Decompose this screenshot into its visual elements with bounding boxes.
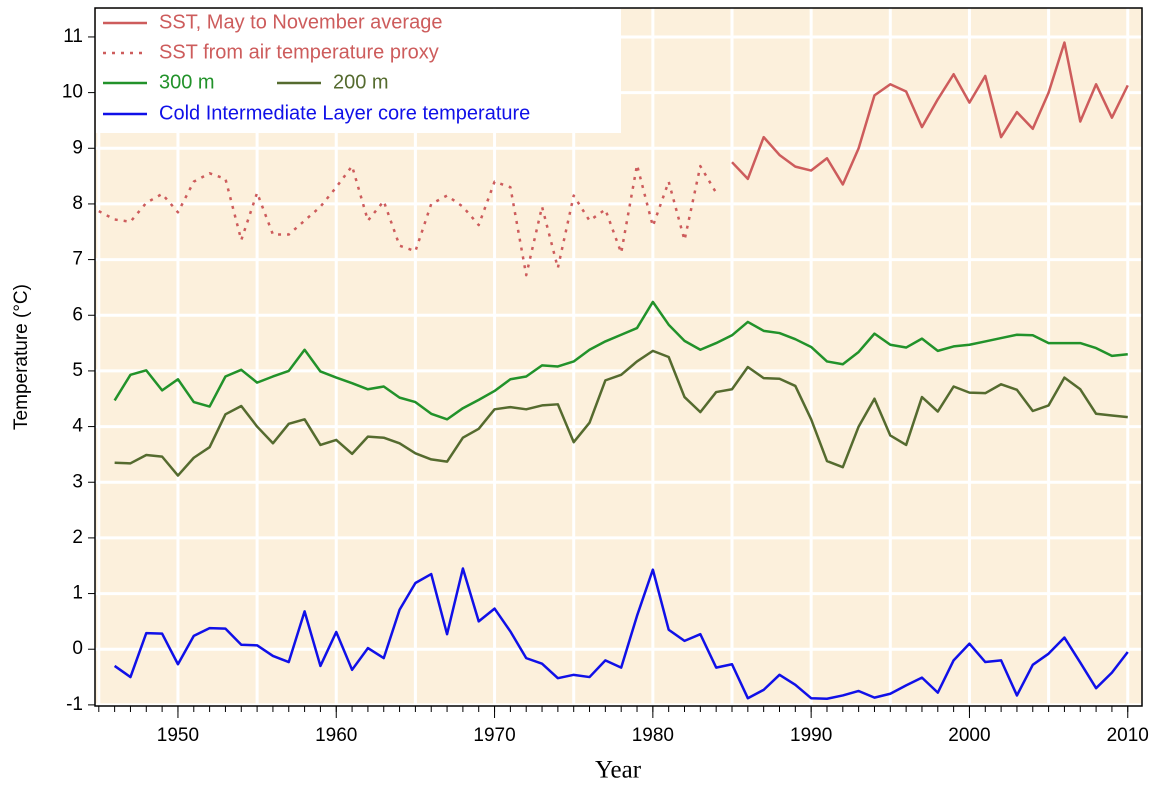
y-tick-label: 9	[72, 137, 83, 158]
y-tick-label: -1	[66, 694, 83, 715]
y-axis-label: Temperature (°C)	[11, 284, 32, 430]
x-tick-label: 1990	[790, 725, 832, 746]
y-tick-label: 1	[72, 583, 83, 604]
y-tick-label: 3	[72, 471, 83, 492]
legend-box	[96, 9, 621, 133]
y-tick-label: 7	[72, 249, 83, 270]
y-tick-label: 0	[72, 638, 83, 659]
series-line	[731, 41, 1129, 186]
series-line	[113, 567, 1129, 701]
x-tick-label: 1950	[157, 725, 199, 746]
y-tick-label: 2	[72, 527, 83, 548]
x-tick-label: 1980	[632, 725, 674, 746]
y-tick-label: 11	[63, 26, 83, 47]
legend: SST, May to November average SST from air…	[96, 9, 621, 133]
y-tick-label: 5	[72, 360, 83, 381]
y-tick-label: 10	[62, 82, 83, 103]
y-tick-label: 6	[72, 304, 83, 325]
y-tick-label: 8	[72, 193, 83, 214]
series-line	[114, 349, 1128, 477]
legend-label: SST from air temperature proxy	[159, 41, 439, 63]
legend-label: 200 m	[333, 71, 389, 93]
legend-label: Cold Intermediate Layer core temperature	[159, 102, 530, 124]
x-tick-label: 1970	[473, 725, 515, 746]
plot-frame	[94, 7, 1143, 707]
x-tick-label: 2000	[948, 725, 990, 746]
series-line	[113, 300, 1128, 421]
x-axis-label: Year	[595, 757, 642, 784]
x-tick-label: 1960	[315, 725, 357, 746]
legend-label: 300 m	[159, 71, 215, 93]
series-line	[98, 163, 718, 277]
x-tick-label: 2010	[1107, 725, 1149, 746]
y-tick-label: 4	[72, 416, 83, 437]
legend-label: SST, May to November average	[159, 11, 442, 33]
